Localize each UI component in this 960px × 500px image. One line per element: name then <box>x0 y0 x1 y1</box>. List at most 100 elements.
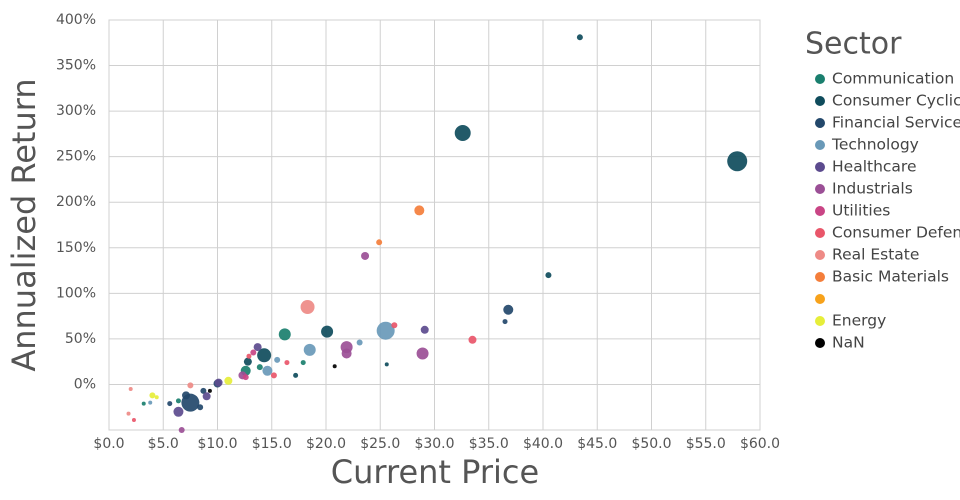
y-tick-label: 250% <box>56 149 96 165</box>
plot-border <box>108 19 761 431</box>
y-tick-label: 400% <box>56 12 96 28</box>
point <box>214 378 223 387</box>
point <box>148 400 153 405</box>
point <box>224 376 233 385</box>
y-axis-title: Annualized Return <box>5 78 43 371</box>
y-tick-label: 300% <box>56 103 96 119</box>
point <box>154 395 159 400</box>
x-tick-label: $15.0 <box>252 436 292 452</box>
legend-label: NaN <box>832 334 865 352</box>
point <box>178 427 185 433</box>
legend-label: Real Estate <box>832 246 919 264</box>
legend-marker <box>815 228 825 238</box>
point <box>270 372 277 379</box>
y-tick-label: 0% <box>74 376 96 392</box>
point <box>468 335 477 344</box>
x-tick-label: $40.0 <box>523 436 563 452</box>
legend-marker <box>815 74 825 84</box>
legend-label: Consumer Cyclical <box>832 92 960 110</box>
point <box>454 124 471 141</box>
legend-label: Energy <box>832 312 886 330</box>
point <box>293 372 299 378</box>
point <box>253 343 262 352</box>
point <box>141 401 146 406</box>
point <box>356 339 363 346</box>
x-tick-label: $10.0 <box>197 436 237 452</box>
point <box>332 364 337 369</box>
legend-marker <box>815 184 825 194</box>
point <box>187 382 194 389</box>
legend-marker <box>815 140 825 150</box>
point <box>361 251 370 260</box>
point <box>341 348 352 359</box>
point <box>727 151 748 172</box>
x-tick-label: $60.0 <box>740 436 780 452</box>
legend-marker <box>815 338 825 348</box>
legend-label: Communication Services <box>832 70 960 88</box>
point <box>197 404 204 411</box>
x-tick-label: $50.0 <box>631 436 671 452</box>
point <box>175 398 181 404</box>
point <box>300 360 306 366</box>
point <box>131 417 136 422</box>
point <box>284 360 290 366</box>
point <box>502 319 508 325</box>
y-tick-label: 350% <box>56 58 96 74</box>
point <box>376 239 383 246</box>
legend-marker <box>815 162 825 172</box>
point <box>246 353 252 359</box>
y-tick-label: 200% <box>56 194 96 210</box>
legend-marker <box>815 316 825 326</box>
point <box>202 392 211 401</box>
point <box>376 321 395 340</box>
legend-label: Industrials <box>832 180 913 198</box>
point <box>207 388 212 393</box>
x-tick-label: $20.0 <box>306 436 346 452</box>
legend-marker <box>815 294 825 304</box>
point <box>576 34 583 41</box>
x-tick-label: $25.0 <box>360 436 400 452</box>
point <box>126 411 131 416</box>
x-tick-label: $35.0 <box>469 436 509 452</box>
point <box>257 348 272 363</box>
grid <box>108 19 761 430</box>
point <box>243 357 252 366</box>
point <box>278 328 291 341</box>
point <box>503 304 514 315</box>
point <box>128 387 133 391</box>
point <box>262 365 273 376</box>
legend-label: Basic Materials <box>832 268 949 286</box>
x-axis-title: Current Price <box>331 453 539 491</box>
x-tick-label: $0.0 <box>93 436 124 452</box>
point <box>321 325 334 338</box>
y-tick-label: 150% <box>56 240 96 256</box>
point <box>391 322 398 329</box>
legend-marker <box>815 118 825 128</box>
point <box>545 272 552 279</box>
legend-marker <box>815 250 825 260</box>
y-tick-label: 50% <box>65 331 96 347</box>
point <box>414 205 425 216</box>
point <box>416 347 429 360</box>
point <box>384 362 389 367</box>
point <box>182 391 191 400</box>
x-tick-label: $45.0 <box>577 436 617 452</box>
point <box>250 349 257 356</box>
x-tick-label: $5.0 <box>148 436 179 452</box>
legend-marker <box>815 206 825 216</box>
point <box>167 401 173 407</box>
y-tick-label: 100% <box>56 285 96 301</box>
point <box>173 406 184 417</box>
legend-label: Technology <box>831 136 919 154</box>
point <box>274 356 281 363</box>
point <box>149 392 156 399</box>
point <box>420 325 429 334</box>
x-tick-label: $30.0 <box>414 436 454 452</box>
legend-label: Financial Services <box>832 114 960 132</box>
legend-marker <box>815 272 825 282</box>
legend-title: Sector <box>805 27 902 62</box>
legend-label: Consumer Defensive <box>832 224 960 242</box>
x-tick-label: $55.0 <box>686 436 726 452</box>
